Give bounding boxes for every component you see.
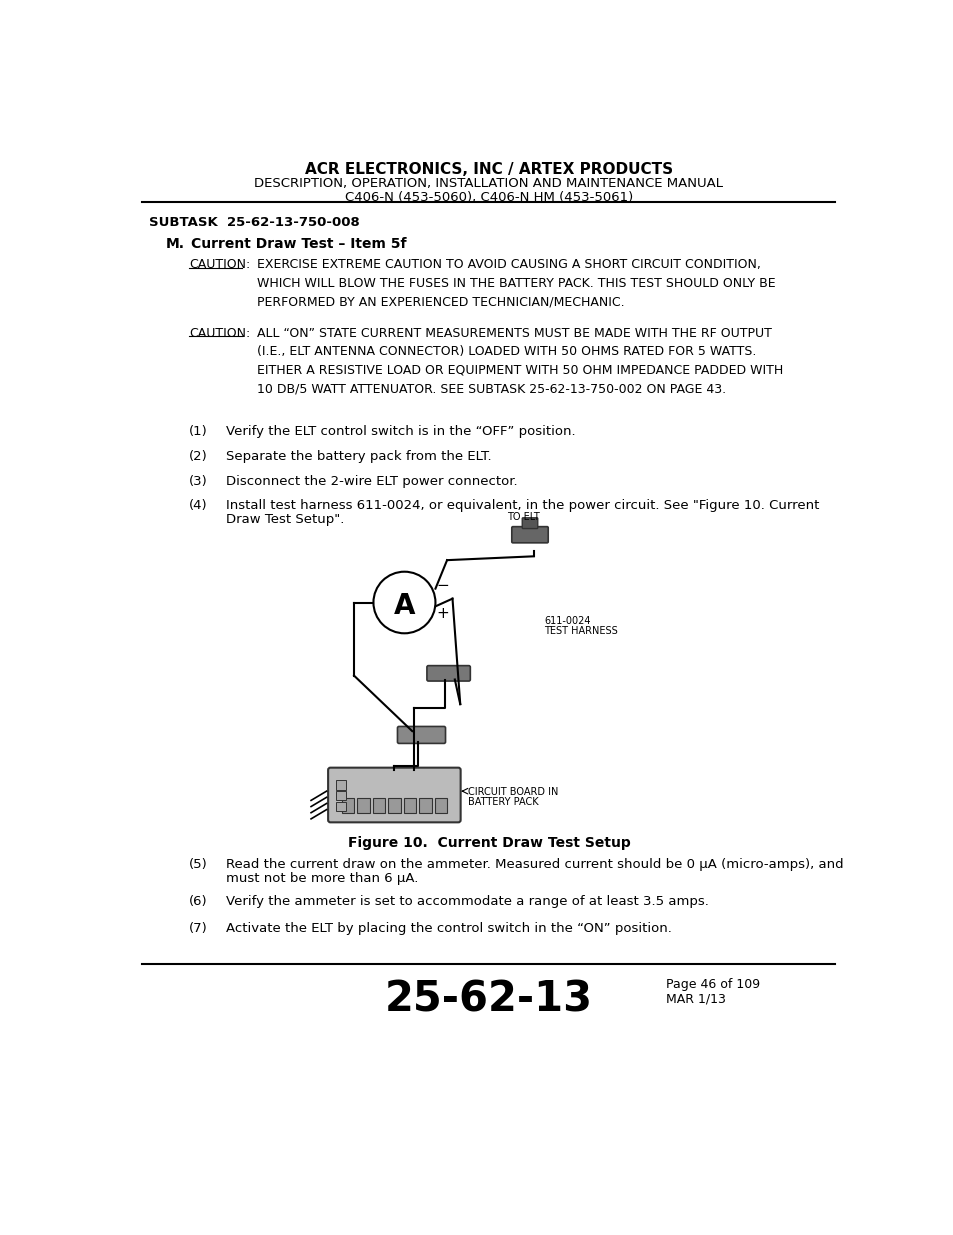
Text: Read the current draw on the ammeter. Measured current should be 0 μA (micro-amp: Read the current draw on the ammeter. Me…: [226, 858, 843, 871]
Text: +: +: [436, 606, 449, 621]
Text: Current Draw Test – Item 5f: Current Draw Test – Item 5f: [191, 237, 406, 251]
Text: CAUTION:: CAUTION:: [189, 258, 250, 272]
Text: (5): (5): [189, 858, 208, 871]
Text: (7): (7): [189, 923, 208, 935]
Text: ALL “ON” STATE CURRENT MEASUREMENTS MUST BE MADE WITH THE RF OUTPUT
(I.E., ELT A: ALL “ON” STATE CURRENT MEASUREMENTS MUST…: [257, 327, 782, 395]
Text: A: A: [394, 593, 415, 620]
Text: MAR 1/13: MAR 1/13: [665, 992, 724, 1005]
Bar: [335, 781, 345, 789]
Text: ACR ELECTRONICS, INC / ARTEX PRODUCTS: ACR ELECTRONICS, INC / ARTEX PRODUCTS: [305, 162, 672, 177]
FancyBboxPatch shape: [511, 526, 548, 543]
Text: Figure 10.  Current Draw Test Setup: Figure 10. Current Draw Test Setup: [347, 836, 630, 850]
Text: Disconnect the 2-wire ELT power connector.: Disconnect the 2-wire ELT power connecto…: [226, 474, 517, 488]
Text: DESCRIPTION, OPERATION, INSTALLATION AND MAINTENANCE MANUAL: DESCRIPTION, OPERATION, INSTALLATION AND…: [254, 178, 722, 190]
Bar: [403, 798, 416, 814]
Text: M.: M.: [166, 237, 185, 251]
Text: TO ELT: TO ELT: [507, 511, 539, 521]
Text: Verify the ELT control switch is in the “OFF” position.: Verify the ELT control switch is in the …: [226, 425, 576, 438]
FancyBboxPatch shape: [427, 666, 470, 680]
Text: Page 46 of 109: Page 46 of 109: [665, 978, 759, 992]
Bar: [356, 798, 369, 814]
Text: must not be more than 6 μA.: must not be more than 6 μA.: [226, 872, 418, 885]
Bar: [418, 798, 431, 814]
Bar: [335, 802, 345, 811]
Text: 611-0024: 611-0024: [543, 616, 590, 626]
Text: (3): (3): [189, 474, 208, 488]
Text: (2): (2): [189, 450, 208, 463]
Bar: [341, 798, 354, 814]
Text: EXERCISE EXTREME CAUTION TO AVOID CAUSING A SHORT CIRCUIT CONDITION,
WHICH WILL : EXERCISE EXTREME CAUTION TO AVOID CAUSIN…: [257, 258, 775, 309]
Text: CIRCUIT BOARD IN: CIRCUIT BOARD IN: [467, 787, 558, 798]
Text: Draw Test Setup".: Draw Test Setup".: [226, 514, 344, 526]
Text: BATTERY PACK: BATTERY PACK: [467, 797, 537, 806]
Bar: [388, 798, 400, 814]
Text: (1): (1): [189, 425, 208, 438]
Text: Activate the ELT by placing the control switch in the “ON” position.: Activate the ELT by placing the control …: [226, 923, 671, 935]
Text: C406-N (453-5060), C406-N HM (453-5061): C406-N (453-5060), C406-N HM (453-5061): [344, 190, 633, 204]
Text: TEST HARNESS: TEST HARNESS: [543, 626, 617, 636]
Text: CAUTION:: CAUTION:: [189, 327, 250, 340]
Text: Verify the ammeter is set to accommodate a range of at least 3.5 amps.: Verify the ammeter is set to accommodate…: [226, 895, 708, 908]
Bar: [435, 798, 447, 814]
Text: Separate the battery pack from the ELT.: Separate the battery pack from the ELT.: [226, 450, 492, 463]
Text: 25-62-13: 25-62-13: [384, 978, 593, 1020]
Bar: [373, 798, 385, 814]
Text: SUBTASK  25-62-13-750-008: SUBTASK 25-62-13-750-008: [149, 216, 359, 228]
Text: −: −: [436, 578, 449, 593]
Text: (6): (6): [189, 895, 208, 908]
FancyBboxPatch shape: [328, 768, 460, 823]
Text: Install test harness 611-0024, or equivalent, in the power circuit. See "Figure : Install test harness 611-0024, or equiva…: [226, 499, 819, 513]
Text: (4): (4): [189, 499, 208, 513]
FancyBboxPatch shape: [397, 726, 445, 743]
Bar: [335, 792, 345, 800]
FancyBboxPatch shape: [521, 517, 537, 529]
